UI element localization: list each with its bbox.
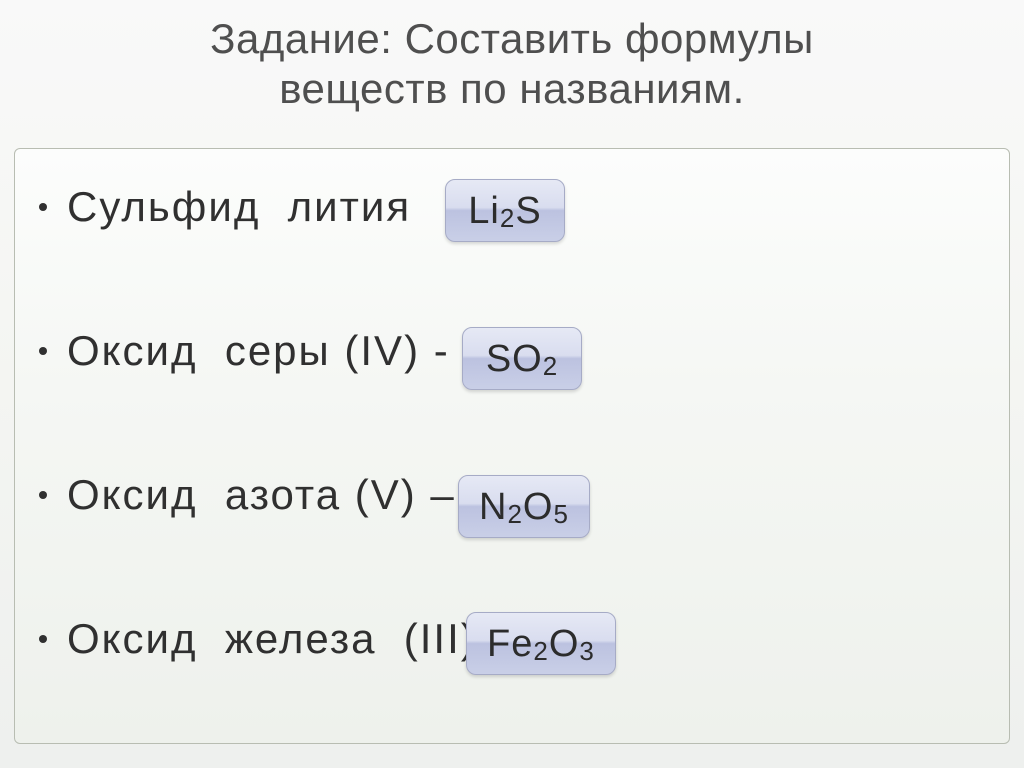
bullet-icon xyxy=(39,203,47,211)
formula-pill: Li2S xyxy=(445,179,565,242)
title-line-1: Задание: Составить формулы xyxy=(0,14,1024,64)
bullet-icon xyxy=(39,491,47,499)
item-label: Оксид азота (V) – xyxy=(67,471,456,519)
slide-title: Задание: Составить формулы веществ по на… xyxy=(0,0,1024,115)
formula-pill: Fe2O3 xyxy=(466,612,616,675)
title-line-2: веществ по названиям. xyxy=(0,64,1024,114)
item-label: Сульфид лития - xyxy=(67,183,468,231)
item-label: Оксид серы (IV) - xyxy=(67,327,450,375)
bullet-icon xyxy=(39,635,47,643)
formula-pill: N2O5 xyxy=(458,475,590,538)
bullet-icon xyxy=(39,347,47,355)
formula-pill: SO2 xyxy=(462,327,582,390)
item-label: Оксид железа (III) - xyxy=(67,615,506,663)
